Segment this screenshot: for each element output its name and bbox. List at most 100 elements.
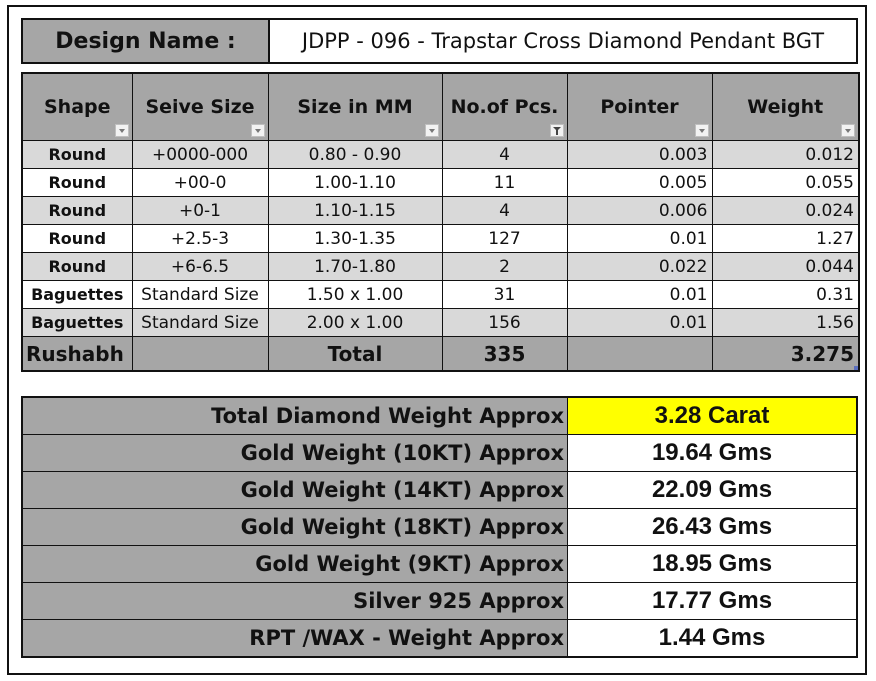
cell-pcs[interactable]: 31 [441, 280, 568, 309]
summary-value-diamond[interactable]: 3.28 Carat [567, 396, 858, 435]
cell-shape[interactable]: Baguettes [21, 308, 133, 337]
cell-shape[interactable]: Round [21, 168, 133, 197]
table-resize-handle[interactable] [854, 366, 858, 371]
cell-weight[interactable]: 0.012 [711, 140, 860, 169]
cell-seive-size[interactable]: +00-0 [131, 168, 269, 197]
summary-row: Gold Weight (9KT) Approx 18.95 Gms [21, 545, 858, 583]
cell-total-weight[interactable]: 3.275 [711, 336, 860, 372]
cell-seive-size[interactable]: +2.5-3 [131, 224, 269, 253]
chevron-down-icon [428, 128, 435, 133]
cell-size-mm[interactable]: 1.00-1.10 [267, 168, 443, 197]
chevron-down-icon [845, 128, 851, 133]
cell-empty[interactable] [131, 336, 269, 372]
cell-shape[interactable]: Baguettes [21, 280, 133, 309]
summary-row: Gold Weight (18KT) Approx 26.43 Gms [21, 508, 858, 546]
summary-value-gold-9kt[interactable]: 18.95 Gms [567, 545, 858, 583]
cell-seive-size[interactable]: Standard Size [131, 280, 269, 309]
table-row: Round +0-1 1.10-1.15 4 0.006 0.024 [21, 196, 860, 225]
filter-dropdown-button[interactable] [694, 124, 709, 137]
cell-shape[interactable]: Round [21, 140, 133, 169]
cell-weight[interactable]: 1.27 [711, 224, 860, 253]
cell-total-pcs[interactable]: 335 [441, 336, 568, 372]
filter-funnel-icon [552, 126, 561, 135]
cell-pointer[interactable]: 0.022 [566, 252, 713, 281]
cell-pcs[interactable]: 2 [441, 252, 568, 281]
summary-value-gold-10kt[interactable]: 19.64 Gms [567, 434, 858, 472]
cell-weight[interactable]: 0.31 [711, 280, 860, 309]
cell-total-label[interactable]: Total [267, 336, 443, 372]
cell-size-mm[interactable]: 1.30-1.35 [267, 224, 443, 253]
filter-dropdown-button[interactable] [424, 124, 439, 137]
cell-size-mm[interactable]: 1.10-1.15 [267, 196, 443, 225]
cell-pointer[interactable]: 0.01 [566, 308, 713, 337]
cell-total-name[interactable]: Rushabh [21, 336, 133, 372]
cell-shape[interactable]: Round [21, 224, 133, 253]
weight-summary-table: Total Diamond Weight Approx 3.28 Carat G… [21, 396, 858, 658]
cell-pcs[interactable]: 156 [441, 308, 568, 337]
column-header-shape: Shape [21, 72, 133, 141]
column-header-weight: Weight [711, 72, 860, 141]
cell-seive-size[interactable]: Standard Size [131, 308, 269, 337]
summary-label-diamond[interactable]: Total Diamond Weight Approx [21, 396, 568, 435]
summary-row: Silver 925 Approx 17.77 Gms [21, 582, 858, 620]
chevron-down-icon [698, 128, 705, 133]
cell-pcs[interactable]: 4 [441, 140, 568, 169]
design-name-value[interactable]: JDPP - 096 - Trapstar Cross Diamond Pend… [301, 29, 825, 53]
summary-row: Total Diamond Weight Approx 3.28 Carat [21, 396, 858, 435]
cell-pcs[interactable]: 11 [441, 168, 568, 197]
summary-value-gold-14kt[interactable]: 22.09 Gms [567, 471, 858, 509]
table-row: Round +0000-000 0.80 - 0.90 4 0.003 0.01… [21, 140, 860, 169]
cell-shape[interactable]: Round [21, 252, 133, 281]
filter-applied-button[interactable] [549, 124, 564, 137]
cell-weight[interactable]: 1.56 [711, 308, 860, 337]
total-row: Rushabh Total 335 3.275 [21, 336, 860, 372]
cell-weight[interactable]: 0.055 [711, 168, 860, 197]
cell-pointer[interactable]: 0.01 [566, 224, 713, 253]
cell-size-mm[interactable]: 0.80 - 0.90 [267, 140, 443, 169]
summary-row: Gold Weight (14KT) Approx 22.09 Gms [21, 471, 858, 509]
cell-pcs[interactable]: 127 [441, 224, 568, 253]
cell-empty[interactable] [566, 336, 713, 372]
summary-label-gold-14kt[interactable]: Gold Weight (14KT) Approx [21, 471, 568, 509]
filter-dropdown-button[interactable] [841, 124, 855, 137]
summary-label-silver-925[interactable]: Silver 925 Approx [21, 582, 568, 620]
cell-seive-size[interactable]: +0000-000 [131, 140, 269, 169]
cell-size-mm[interactable]: 1.50 x 1.00 [267, 280, 443, 309]
column-header-seive-size: Seive Size [131, 72, 269, 141]
summary-row: RPT /WAX - Weight Approx 1.44 Gms [21, 619, 858, 658]
cell-pcs[interactable]: 4 [441, 196, 568, 225]
cell-pointer[interactable]: 0.006 [566, 196, 713, 225]
design-name-bar: Design Name : JDPP - 096 - Trapstar Cros… [21, 18, 858, 64]
design-name-label: Design Name : [23, 20, 270, 62]
table-row: Round +6-6.5 1.70-1.80 2 0.022 0.044 [21, 252, 860, 281]
summary-label-gold-9kt[interactable]: Gold Weight (9KT) Approx [21, 545, 568, 583]
column-header-size-in-mm: Size in MM [267, 72, 443, 141]
summary-label-gold-10kt[interactable]: Gold Weight (10KT) Approx [21, 434, 568, 472]
stone-details-table: Shape Seive Size Size in MM No.of Pcs. P… [21, 72, 860, 372]
cell-weight[interactable]: 0.044 [711, 252, 860, 281]
summary-label-rpt-wax[interactable]: RPT /WAX - Weight Approx [21, 619, 568, 658]
chevron-down-icon [118, 128, 125, 133]
cell-seive-size[interactable]: +6-6.5 [131, 252, 269, 281]
summary-row: Gold Weight (10KT) Approx 19.64 Gms [21, 434, 858, 472]
chevron-down-icon [254, 128, 261, 133]
cell-pointer[interactable]: 0.003 [566, 140, 713, 169]
column-header-no-of-pcs: No.of Pcs. [441, 72, 568, 141]
summary-value-gold-18kt[interactable]: 26.43 Gms [567, 508, 858, 546]
cell-size-mm[interactable]: 1.70-1.80 [267, 252, 443, 281]
summary-value-rpt-wax[interactable]: 1.44 Gms [567, 619, 858, 658]
cell-pointer[interactable]: 0.005 [566, 168, 713, 197]
cell-weight[interactable]: 0.024 [711, 196, 860, 225]
column-header-pointer: Pointer [566, 72, 713, 141]
cell-pointer[interactable]: 0.01 [566, 280, 713, 309]
cell-seive-size[interactable]: +0-1 [131, 196, 269, 225]
table-row: Round +00-0 1.00-1.10 11 0.005 0.055 [21, 168, 860, 197]
summary-label-gold-18kt[interactable]: Gold Weight (18KT) Approx [21, 508, 568, 546]
filter-dropdown-button[interactable] [114, 124, 129, 137]
cell-size-mm[interactable]: 2.00 x 1.00 [267, 308, 443, 337]
summary-value-silver-925[interactable]: 17.77 Gms [567, 582, 858, 620]
filter-dropdown-button[interactable] [250, 124, 265, 137]
table-row: Round +2.5-3 1.30-1.35 127 0.01 1.27 [21, 224, 860, 253]
table-row: Baguettes Standard Size 2.00 x 1.00 156 … [21, 308, 860, 337]
cell-shape[interactable]: Round [21, 196, 133, 225]
